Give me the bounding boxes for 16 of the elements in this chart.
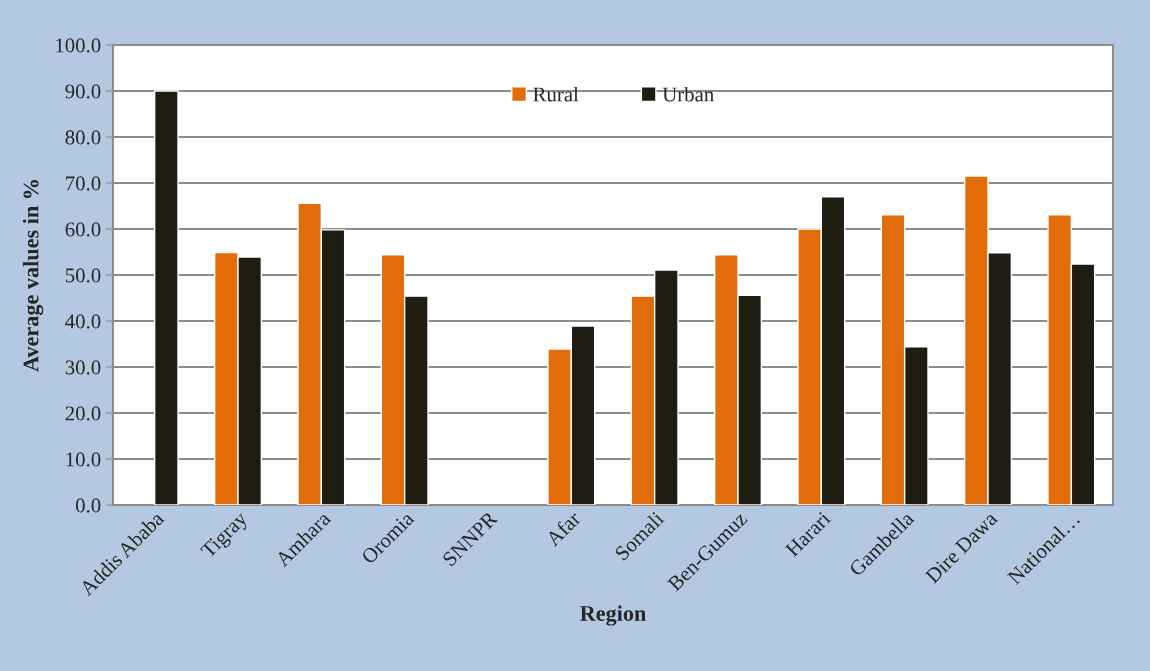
- y-tick-label: 10.0: [66, 452, 101, 467]
- y-tick-label: 40.0: [65, 314, 101, 329]
- y-tick-label: 20.0: [65, 406, 101, 421]
- y-tick-label: 50.0: [65, 268, 101, 283]
- x-axis-title: Region: [580, 605, 646, 626]
- y-tick-label: 60.0: [65, 222, 101, 237]
- y-axis-title: Average values in %: [22, 180, 44, 372]
- y-tick-label: 80.0: [65, 130, 101, 145]
- y-tick-label: 70.0: [66, 176, 101, 191]
- legend-label: Rural: [533, 86, 579, 102]
- y-tick-label: 90.0: [65, 84, 101, 99]
- x-tick-label: Afar: [544, 509, 582, 548]
- y-tick-label: 0.0: [75, 498, 101, 513]
- y-tick-label: 100.0: [56, 38, 101, 53]
- y-tick-label: 30.0: [65, 360, 101, 375]
- legend-label: Urban: [662, 86, 714, 102]
